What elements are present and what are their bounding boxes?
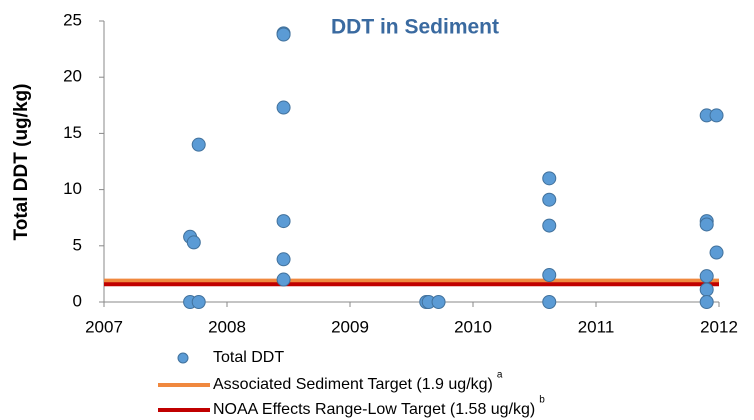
data-point	[542, 171, 557, 186]
data-point	[276, 27, 291, 42]
data-point	[542, 192, 557, 207]
y-tick-label: 5	[73, 235, 82, 254]
y-tick-label: 15	[63, 123, 82, 142]
chart-title: DDT in Sediment	[331, 16, 499, 39]
data-point	[699, 295, 714, 309]
data-point	[186, 235, 201, 250]
legend-marker	[177, 352, 189, 364]
data-point	[191, 295, 206, 309]
x-tick-label: 2011	[578, 317, 615, 336]
data-point	[276, 272, 291, 287]
data-point	[699, 269, 714, 284]
legend-label: Total DDT	[213, 349, 284, 366]
y-axis-label: Total DDT (ug/kg)	[11, 84, 32, 241]
x-tick-label: 2010	[454, 317, 492, 336]
data-point	[276, 214, 291, 229]
data-point	[276, 252, 291, 267]
data-point	[191, 137, 206, 152]
data-point	[276, 100, 291, 115]
data-point	[542, 295, 557, 309]
legend-label: Associated Sediment Target (1.9 ug/kg)	[213, 376, 493, 393]
data-point	[699, 217, 714, 232]
data-point	[542, 268, 557, 283]
legend-footnote: a	[497, 370, 503, 381]
legend-footnote: b	[539, 395, 545, 406]
x-tick-label: 2009	[331, 317, 369, 336]
x-tick-label: 2008	[208, 317, 246, 336]
y-tick-label: 20	[63, 67, 82, 86]
data-point	[699, 282, 714, 297]
data-point	[709, 108, 724, 123]
data-point	[709, 245, 724, 260]
y-tick-label: 0	[73, 291, 82, 310]
legend-label: NOAA Effects Range-Low Target (1.58 ug/k…	[213, 401, 535, 418]
x-tick-label: 2012	[700, 317, 738, 336]
y-tick-label: 25	[63, 10, 82, 29]
y-tick-label: 10	[63, 179, 82, 198]
data-point	[542, 218, 557, 233]
data-point	[431, 295, 446, 309]
x-tick-label: 2007	[85, 317, 123, 336]
